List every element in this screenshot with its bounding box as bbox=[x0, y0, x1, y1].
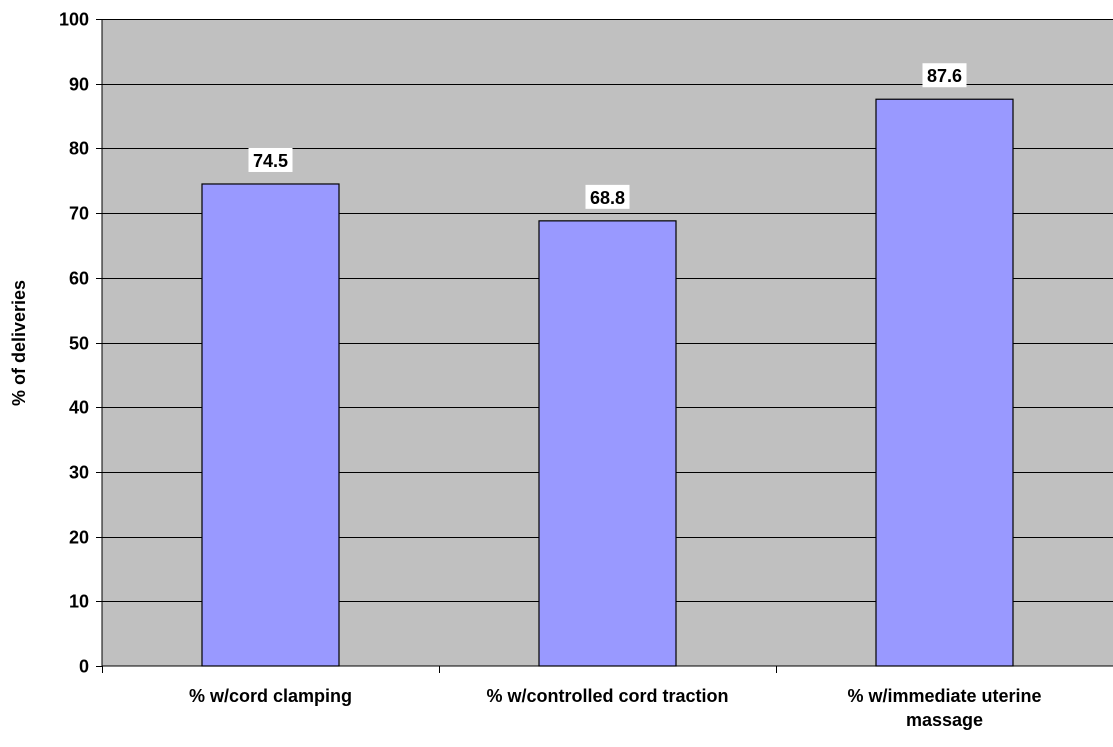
data-label: 87.6 bbox=[927, 66, 962, 86]
y-tick-label: 40 bbox=[69, 398, 89, 418]
data-label: 74.5 bbox=[253, 151, 288, 171]
y-tick-label: 0 bbox=[79, 657, 89, 677]
y-tick-label: 50 bbox=[69, 334, 89, 354]
y-tick-label: 30 bbox=[69, 463, 89, 483]
bar bbox=[202, 184, 339, 666]
x-tick-label: % w/immediate uterine bbox=[847, 686, 1041, 706]
data-label: 68.8 bbox=[590, 188, 625, 208]
y-tick-label: 20 bbox=[69, 528, 89, 548]
y-tick-labels: 0 10 20 30 40 50 60 70 80 90 100 bbox=[59, 10, 102, 677]
y-tick-label: 10 bbox=[69, 592, 89, 612]
bar bbox=[539, 221, 676, 666]
y-tick-label: 60 bbox=[69, 269, 89, 289]
bar bbox=[876, 99, 1013, 666]
x-tick-label: % w/controlled cord traction bbox=[486, 686, 728, 706]
y-tick-label: 70 bbox=[69, 204, 89, 224]
y-tick-label: 80 bbox=[69, 139, 89, 159]
y-tick-label: 90 bbox=[69, 75, 89, 95]
y-axis-title: % of deliveries bbox=[9, 280, 29, 406]
x-tick-labels: % w/cord clamping % w/controlled cord tra… bbox=[103, 666, 1113, 730]
x-tick-label: % w/cord clamping bbox=[189, 686, 352, 706]
x-tick-label: massage bbox=[906, 710, 983, 730]
y-tick-label: 100 bbox=[59, 10, 89, 30]
